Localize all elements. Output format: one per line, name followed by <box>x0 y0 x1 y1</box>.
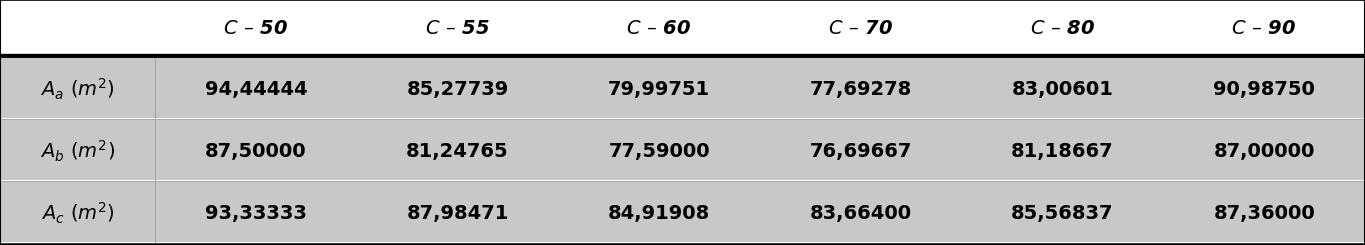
Text: $\mathit{C}$ – 55: $\mathit{C}$ – 55 <box>425 20 490 38</box>
Text: 87,50000: 87,50000 <box>205 142 307 160</box>
Text: 85,56837: 85,56837 <box>1011 204 1114 222</box>
Text: $\mathit{C}$ – 90: $\mathit{C}$ – 90 <box>1231 20 1297 38</box>
Text: 83,66400: 83,66400 <box>809 204 912 222</box>
Text: 76,69667: 76,69667 <box>809 142 912 160</box>
Text: 81,18667: 81,18667 <box>1011 142 1114 160</box>
Text: $\mathit{A}_{a}$ $(\mathit{m}^{2})$: $\mathit{A}_{a}$ $(\mathit{m}^{2})$ <box>40 76 115 102</box>
Text: 87,36000: 87,36000 <box>1213 204 1314 222</box>
Text: 90,98750: 90,98750 <box>1213 79 1314 98</box>
Bar <box>0 0 1365 54</box>
Text: 87,00000: 87,00000 <box>1213 142 1314 160</box>
Text: $\mathit{C}$ – 60: $\mathit{C}$ – 60 <box>627 20 692 38</box>
Text: 84,91908: 84,91908 <box>607 204 710 222</box>
Text: 81,24765: 81,24765 <box>407 142 509 160</box>
Text: 87,98471: 87,98471 <box>407 204 509 222</box>
Bar <box>0 120 1365 180</box>
Text: $\mathit{C}$ – 50: $\mathit{C}$ – 50 <box>222 20 288 38</box>
Text: 93,33333: 93,33333 <box>205 204 307 222</box>
Text: 83,00601: 83,00601 <box>1011 79 1114 98</box>
Bar <box>0 58 1365 118</box>
Text: $\mathit{A}_{c}$ $(\mathit{m}^{2})$: $\mathit{A}_{c}$ $(\mathit{m}^{2})$ <box>41 200 115 226</box>
Text: 94,44444: 94,44444 <box>205 79 307 98</box>
Text: 77,59000: 77,59000 <box>609 142 710 160</box>
Text: 85,27739: 85,27739 <box>407 79 509 98</box>
Text: 77,69278: 77,69278 <box>809 79 912 98</box>
Text: $\mathit{A}_{b}$ $(\mathit{m}^{2})$: $\mathit{A}_{b}$ $(\mathit{m}^{2})$ <box>40 138 115 164</box>
Text: $\mathit{C}$ – 80: $\mathit{C}$ – 80 <box>1029 20 1095 38</box>
Bar <box>0 182 1365 242</box>
Text: $\mathit{C}$ – 70: $\mathit{C}$ – 70 <box>829 20 894 38</box>
Text: 79,99751: 79,99751 <box>607 79 710 98</box>
